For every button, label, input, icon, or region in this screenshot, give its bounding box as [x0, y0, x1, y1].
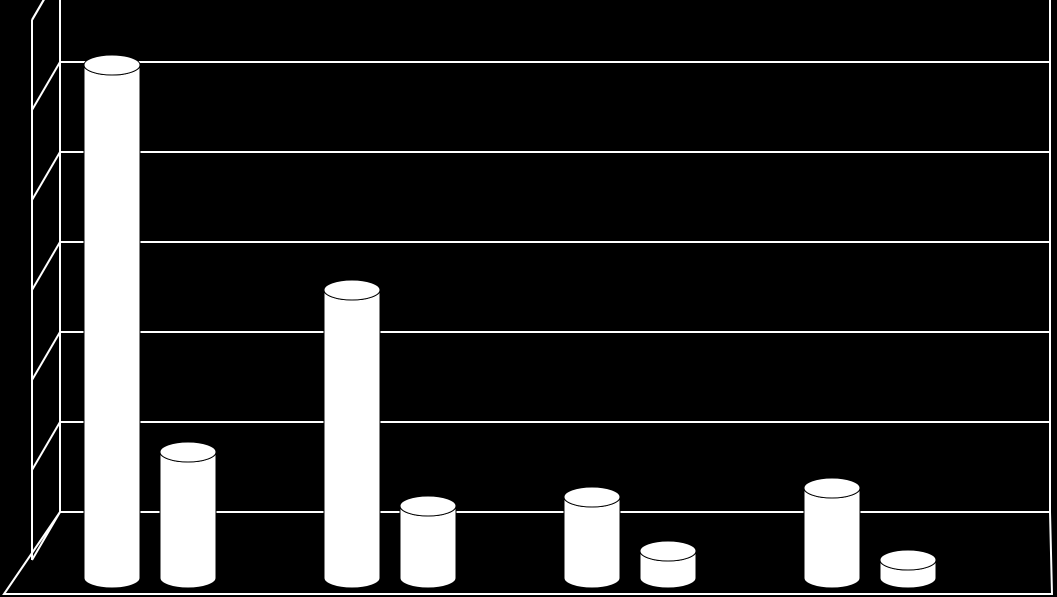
bar-B-s2: [400, 496, 456, 588]
cylinder-top: [160, 442, 216, 462]
cylinder-top: [84, 55, 140, 75]
cylinder-top: [324, 280, 380, 300]
bar-C-s1: [564, 487, 620, 588]
chart-background: [0, 0, 1057, 597]
bar-A-s1: [84, 55, 140, 588]
cylinder-body: [160, 452, 216, 588]
bar-B-s1: [324, 280, 380, 588]
cylinder-top: [564, 487, 620, 507]
cylinder-top: [640, 541, 696, 561]
bar-D-s1: [804, 478, 860, 588]
cylinder-top: [804, 478, 860, 498]
bar-D-s2: [880, 550, 936, 588]
cylinder-body: [400, 506, 456, 588]
cylinder-body: [84, 65, 140, 588]
bar-A-s2: [160, 442, 216, 588]
cylinder-body: [804, 488, 860, 588]
cylinder-body: [564, 497, 620, 588]
bar-chart-3d: [0, 0, 1057, 597]
cylinder-top: [880, 550, 936, 570]
bar-C-s2: [640, 541, 696, 588]
cylinder-body: [324, 290, 380, 588]
cylinder-top: [400, 496, 456, 516]
